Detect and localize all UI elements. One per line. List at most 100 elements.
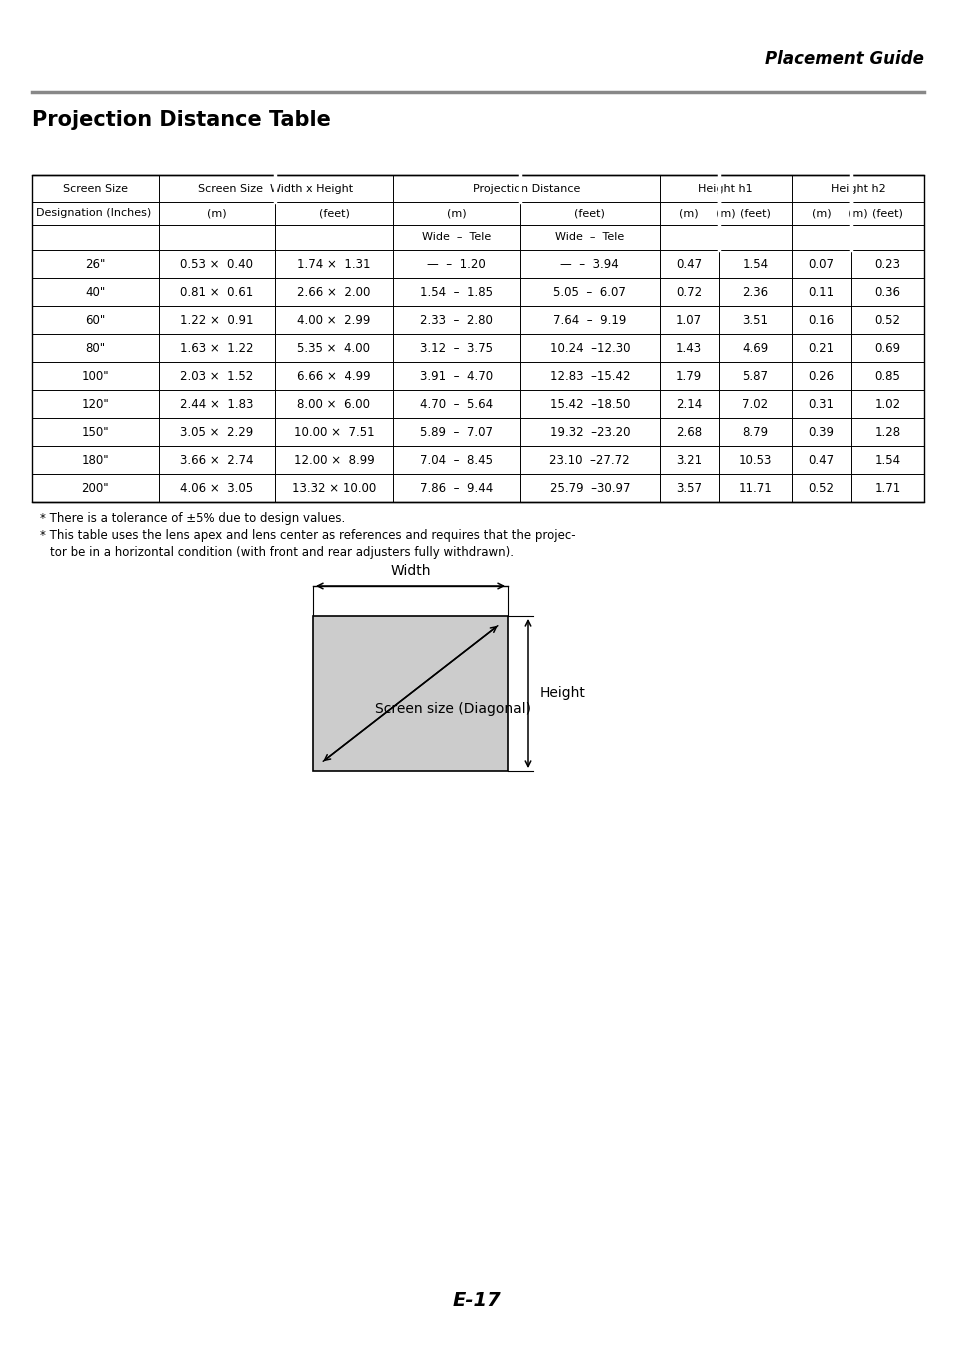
- Text: 1.54: 1.54: [874, 453, 900, 466]
- Text: 0.47: 0.47: [807, 453, 834, 466]
- Text: 1.74 ×  1.31: 1.74 × 1.31: [297, 257, 371, 270]
- Text: 3.91  –  4.70: 3.91 – 4.70: [419, 369, 493, 383]
- Text: 60": 60": [85, 314, 106, 326]
- Text: 3.51: 3.51: [741, 314, 767, 326]
- Text: —  –  1.20: — – 1.20: [427, 257, 485, 270]
- Text: —  –  3.94: — – 3.94: [559, 257, 618, 270]
- Text: Placement Guide: Placement Guide: [764, 50, 923, 68]
- Text: 0.11: 0.11: [807, 285, 834, 299]
- Text: Wide  –  Tele: Wide – Tele: [555, 233, 624, 242]
- Text: 100": 100": [82, 369, 109, 383]
- Text: 150": 150": [82, 426, 109, 438]
- Text: 6.66 ×  4.99: 6.66 × 4.99: [297, 369, 371, 383]
- Text: 11.71: 11.71: [738, 481, 771, 495]
- Bar: [313, 617, 507, 771]
- Text: 4.70  –  5.64: 4.70 – 5.64: [419, 397, 493, 411]
- Text: 0.52: 0.52: [874, 314, 900, 326]
- Text: (feet): (feet): [318, 208, 349, 219]
- Text: 0.81 ×  0.61: 0.81 × 0.61: [180, 285, 253, 299]
- Text: 200": 200": [82, 481, 109, 495]
- Text: 0.69: 0.69: [874, 342, 900, 354]
- Text: 12.83  –15.42: 12.83 –15.42: [549, 369, 629, 383]
- Text: (feet): (feet): [740, 208, 770, 219]
- Text: 10.00 ×  7.51: 10.00 × 7.51: [294, 426, 374, 438]
- Text: 0.26: 0.26: [807, 369, 834, 383]
- Text: Screen Size  Width x Height: Screen Size Width x Height: [198, 184, 354, 193]
- Text: 80": 80": [85, 342, 106, 354]
- Text: Screen size (Diagonal): Screen size (Diagonal): [375, 702, 531, 717]
- Text: 1.63 ×  1.22: 1.63 × 1.22: [180, 342, 253, 354]
- Text: 1.71: 1.71: [873, 481, 900, 495]
- Text: 40": 40": [85, 285, 106, 299]
- Text: (m): (m): [679, 208, 699, 219]
- Text: (m): (m): [207, 208, 227, 219]
- Text: 8.00 ×  6.00: 8.00 × 6.00: [297, 397, 370, 411]
- Text: 0.53 ×  0.40: 0.53 × 0.40: [180, 257, 253, 270]
- Text: 7.04  –  8.45: 7.04 – 8.45: [419, 453, 493, 466]
- Text: E-17: E-17: [452, 1291, 501, 1310]
- Text: 3.66 ×  2.74: 3.66 × 2.74: [180, 453, 253, 466]
- Text: 25.79  –30.97: 25.79 –30.97: [549, 481, 629, 495]
- Text: 0.52: 0.52: [807, 481, 834, 495]
- Text: 3.21: 3.21: [676, 453, 701, 466]
- Text: 0.36: 0.36: [874, 285, 900, 299]
- Text: Projection Distance Table: Projection Distance Table: [32, 110, 331, 130]
- Text: 8.79: 8.79: [741, 426, 767, 438]
- Text: 13.32 × 10.00: 13.32 × 10.00: [292, 481, 375, 495]
- Text: 2.14: 2.14: [676, 397, 701, 411]
- Text: 10.53: 10.53: [738, 453, 771, 466]
- Text: 2.36: 2.36: [741, 285, 767, 299]
- Text: 15.42  –18.50: 15.42 –18.50: [549, 397, 629, 411]
- Text: Height: Height: [539, 687, 585, 700]
- Text: (m): (m): [811, 208, 830, 219]
- Text: 2.66 ×  2.00: 2.66 × 2.00: [297, 285, 371, 299]
- Text: 0.16: 0.16: [807, 314, 834, 326]
- Text: Height h1: Height h1: [698, 184, 752, 193]
- Text: 5.05  –  6.07: 5.05 – 6.07: [553, 285, 625, 299]
- Text: 2.03 ×  1.52: 2.03 × 1.52: [180, 369, 253, 383]
- Text: 0.47: 0.47: [676, 257, 701, 270]
- Text: (feet): (feet): [574, 208, 604, 219]
- Text: (m): (m): [715, 208, 735, 219]
- Text: 3.57: 3.57: [676, 481, 701, 495]
- Text: 12.00 ×  8.99: 12.00 × 8.99: [294, 453, 374, 466]
- Text: 4.69: 4.69: [741, 342, 767, 354]
- Text: 1.28: 1.28: [874, 426, 900, 438]
- Text: (feet): (feet): [871, 208, 902, 219]
- Text: Width: Width: [390, 564, 431, 579]
- Text: 0.39: 0.39: [807, 426, 834, 438]
- Text: 5.87: 5.87: [741, 369, 767, 383]
- Text: 180": 180": [82, 453, 109, 466]
- Text: 120": 120": [81, 397, 110, 411]
- Text: 4.06 ×  3.05: 4.06 × 3.05: [180, 481, 253, 495]
- Text: 23.10  –27.72: 23.10 –27.72: [549, 453, 629, 466]
- Text: * This table uses the lens apex and lens center as references and requires that : * This table uses the lens apex and lens…: [40, 529, 575, 542]
- Text: 0.21: 0.21: [807, 342, 834, 354]
- Text: 2.44 ×  1.83: 2.44 × 1.83: [180, 397, 253, 411]
- Text: 0.72: 0.72: [676, 285, 701, 299]
- Text: Height h2: Height h2: [830, 184, 884, 193]
- Text: 1.07: 1.07: [676, 314, 701, 326]
- Text: Designation (Inches): Designation (Inches): [36, 208, 152, 219]
- Text: 1.22 ×  0.91: 1.22 × 0.91: [180, 314, 253, 326]
- Text: 0.31: 0.31: [807, 397, 834, 411]
- Text: (m): (m): [446, 208, 466, 219]
- Text: 0.85: 0.85: [874, 369, 900, 383]
- Text: tor be in a horizontal condition (with front and rear adjusters fully withdrawn): tor be in a horizontal condition (with f…: [50, 546, 514, 558]
- Text: Wide  –  Tele: Wide – Tele: [421, 233, 491, 242]
- Text: 2.68: 2.68: [676, 426, 701, 438]
- Text: Projection Distance: Projection Distance: [472, 184, 579, 193]
- Text: * There is a tolerance of ±5% due to design values.: * There is a tolerance of ±5% due to des…: [40, 512, 345, 525]
- Text: 0.23: 0.23: [874, 257, 900, 270]
- Text: 10.24  –12.30: 10.24 –12.30: [549, 342, 629, 354]
- Text: 1.54  –  1.85: 1.54 – 1.85: [419, 285, 493, 299]
- Text: 19.32  –23.20: 19.32 –23.20: [549, 426, 629, 438]
- Text: 0.07: 0.07: [807, 257, 834, 270]
- Text: 3.12  –  3.75: 3.12 – 3.75: [419, 342, 493, 354]
- Text: 7.64  –  9.19: 7.64 – 9.19: [553, 314, 626, 326]
- Text: 5.89  –  7.07: 5.89 – 7.07: [419, 426, 493, 438]
- Text: 1.79: 1.79: [676, 369, 701, 383]
- Text: Screen Size: Screen Size: [63, 184, 128, 193]
- Text: 1.54: 1.54: [741, 257, 767, 270]
- Bar: [32, 174, 923, 502]
